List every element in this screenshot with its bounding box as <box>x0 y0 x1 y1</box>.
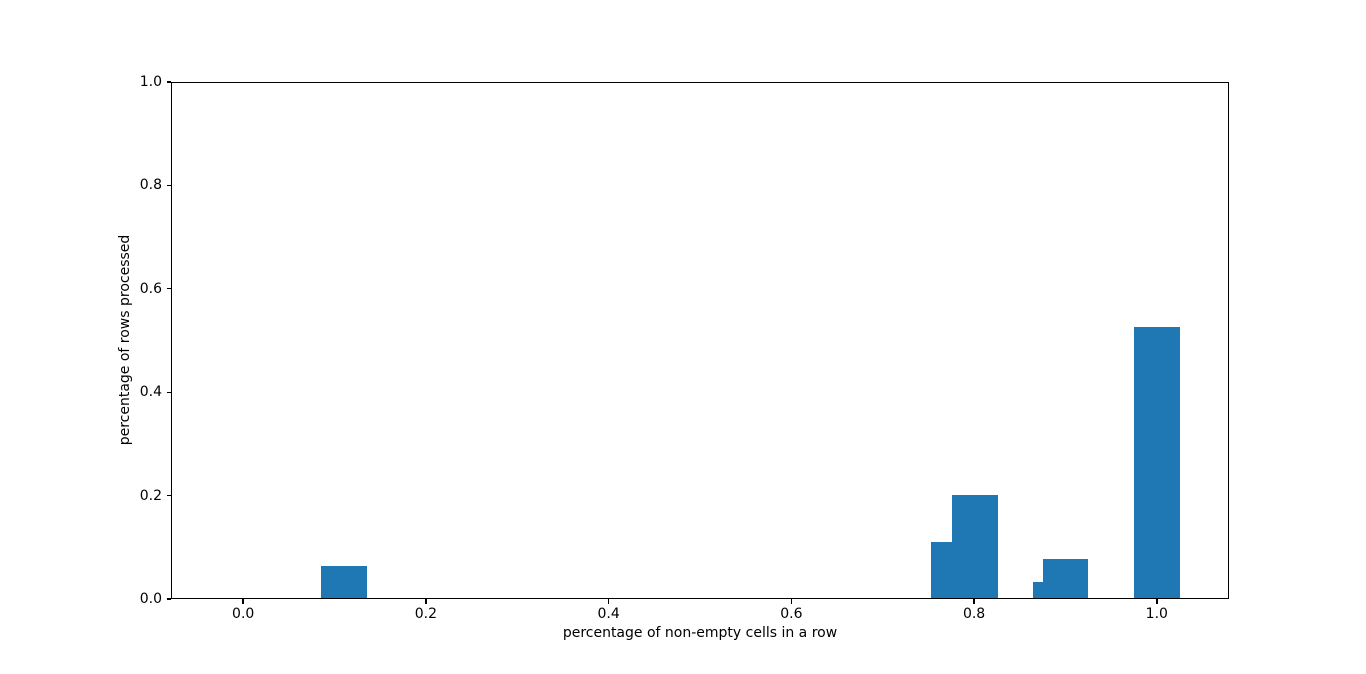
x-axis-label: percentage of non-empty cells in a row <box>562 625 838 641</box>
y-tick-mark <box>166 81 171 83</box>
histogram-bar <box>1042 559 1089 598</box>
y-tick-label: 0.8 <box>139 177 162 194</box>
plot-area <box>171 82 1229 599</box>
histogram-bar <box>320 565 367 598</box>
y-tick-label: 0.2 <box>139 487 162 504</box>
x-tick-mark <box>790 599 793 604</box>
x-tick-mark <box>242 599 244 604</box>
y-tick-label: 1.0 <box>139 74 162 90</box>
bars-layer <box>172 83 1228 598</box>
histogram-bar <box>1133 327 1180 598</box>
y-tick-mark <box>166 391 171 393</box>
y-tick-label: 0.0 <box>139 591 162 607</box>
x-tick-label: 0.4 <box>597 606 620 622</box>
x-tick-mark <box>607 599 610 604</box>
x-tick-label: 1.0 <box>1145 606 1168 622</box>
x-tick-label: 0.6 <box>780 606 803 622</box>
y-tick-mark <box>166 598 171 600</box>
y-tick-label: 0.4 <box>139 384 162 401</box>
y-tick-mark <box>166 288 171 290</box>
x-tick-label: 0.2 <box>414 606 438 622</box>
x-tick-label: 0.0 <box>232 606 255 622</box>
x-tick-mark <box>973 599 975 604</box>
x-tick-mark <box>1156 599 1158 604</box>
x-tick-mark <box>425 599 427 604</box>
y-tick-label: 0.6 <box>139 280 162 297</box>
x-tick-label: 0.8 <box>962 606 986 622</box>
y-tick-mark <box>166 494 171 497</box>
y-tick-mark <box>166 184 171 187</box>
y-axis-label: percentage of rows processed <box>117 234 133 446</box>
histogram-bar <box>952 495 998 598</box>
